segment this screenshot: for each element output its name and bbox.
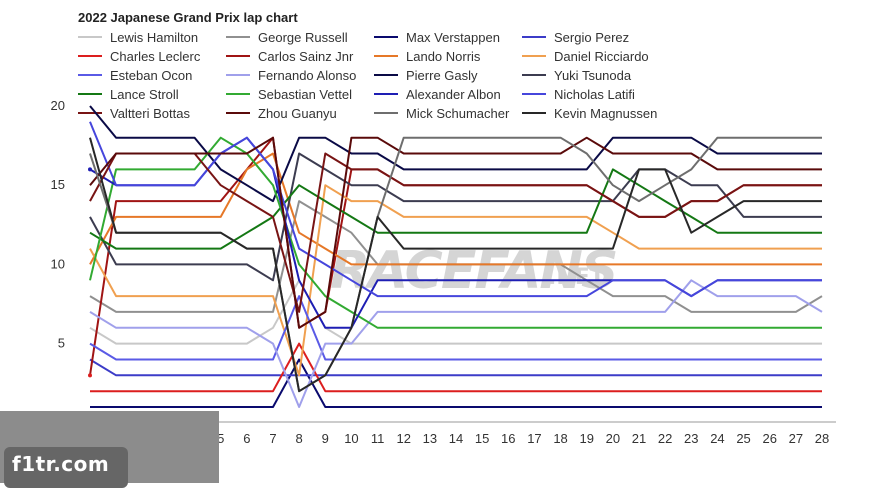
y-tick-label: 15 (51, 177, 65, 192)
y-tick-label: 10 (51, 256, 65, 271)
legend-label: Nicholas Latifi (554, 87, 635, 102)
y-tick-label: 20 (51, 98, 65, 113)
x-tick-label: 17 (527, 431, 541, 446)
legend-label: Max Verstappen (406, 30, 500, 45)
series-line-sergio-perez (89, 358, 822, 377)
legend-item: Lewis Hamilton (78, 30, 198, 45)
series-line-fernando-alonso (89, 279, 823, 408)
legend-item: Valtteri Bottas (78, 106, 190, 121)
legend-label: Kevin Magnussen (554, 106, 657, 121)
legend-item: Alexander Albon (374, 87, 501, 102)
x-tick-label: 6 (243, 431, 250, 446)
x-tick-label: 9 (322, 431, 329, 446)
legend-item: Esteban Ocon (78, 68, 192, 83)
legend-label: Lando Norris (406, 49, 481, 64)
x-tick-label: 12 (396, 431, 410, 446)
x-axis-ticks: 5 6 7 8 9 10 11 12 13 14 15 16 17 18 19 20 21 22 23 24 25 26 2… (217, 431, 829, 446)
y-tick-label: 5 (58, 336, 65, 351)
x-tick-label: 14 (449, 431, 463, 446)
legend-item: Sergio Perez (522, 30, 629, 45)
series-line-sebastian-vettel (89, 136, 822, 329)
legend-item: Max Verstappen (374, 30, 500, 45)
series-line-lewis-hamilton (89, 279, 822, 345)
legend-item: Carlos Sainz Jnr (226, 49, 354, 64)
x-tick-label: 18 (553, 431, 567, 446)
series-line-lance-stroll (89, 168, 822, 250)
legend-label: Daniel Ricciardo (554, 49, 649, 64)
x-tick-label: 10 (344, 431, 358, 446)
legend-item: Fernando Alonso (226, 68, 356, 83)
x-tick-label: 23 (684, 431, 698, 446)
legend-item: Mick Schumacher (374, 106, 510, 121)
series-line-lando-norris (89, 152, 822, 266)
legend-item: George Russell (226, 30, 348, 45)
site-badge-text: f1tr.com (12, 452, 110, 476)
legend-item: Daniel Ricciardo (522, 49, 649, 64)
series-line-nicholas-latifi (89, 121, 822, 298)
x-tick-label: 19 (579, 431, 593, 446)
site-badge (0, 411, 219, 488)
x-tick-label: 13 (423, 431, 437, 446)
chart-legend: Lewis Hamilton George Russell Max Verstapp… (78, 30, 657, 121)
x-tick-label: 25 (736, 431, 750, 446)
series-line-daniel-ricciardo (89, 184, 822, 377)
x-tick-label: 8 (296, 431, 303, 446)
legend-label: Pierre Gasly (406, 68, 478, 83)
chart-title: 2022 Japanese Grand Prix lap chart (78, 10, 298, 25)
start-marker-alexander-albon (88, 167, 92, 172)
x-tick-label: 27 (789, 431, 803, 446)
x-tick-label: 26 (762, 431, 776, 446)
legend-label: Sergio Perez (554, 30, 629, 45)
legend-label: Esteban Ocon (110, 68, 192, 83)
series-line-valtteri-bottas (89, 152, 822, 313)
series-line-max-verstappen (90, 358, 822, 408)
x-tick-label: 20 (606, 431, 620, 446)
legend-label: Yuki Tsunoda (554, 68, 632, 83)
x-tick-label: 24 (710, 431, 724, 446)
legend-item: Nicholas Latifi (522, 87, 635, 102)
legend-item: Pierre Gasly (374, 68, 478, 83)
legend-label: Carlos Sainz Jnr (258, 49, 354, 64)
series-line-charles-leclerc (90, 342, 822, 393)
legend-label: Alexander Albon (406, 87, 501, 102)
legend-item: Lance Stroll (78, 87, 179, 102)
legend-label: Zhou Guanyu (258, 106, 337, 121)
x-tick-label: 11 (371, 431, 385, 446)
x-tick-label: 22 (658, 431, 672, 446)
x-tick-label: 5 (217, 431, 224, 446)
x-tick-label: 7 (269, 431, 276, 446)
legend-label: Valtteri Bottas (110, 106, 190, 121)
legend-label: Sebastian Vettel (258, 87, 352, 102)
start-marker-charles-leclerc (88, 373, 92, 378)
legend-label: Lewis Hamilton (110, 30, 198, 45)
legend-item: Charles Leclerc (78, 49, 201, 64)
legend-item: Sebastian Vettel (226, 87, 352, 102)
y-axis-ticks: 5 10 15 20 (51, 98, 65, 351)
series-line-kevin-magnussen (89, 137, 822, 393)
legend-item: Lando Norris (374, 49, 481, 64)
legend-label: Charles Leclerc (110, 49, 201, 64)
x-tick-label: 28 (815, 431, 829, 446)
series-line-pierre-gasly (89, 105, 822, 203)
legend-label: Mick Schumacher (406, 106, 510, 121)
legend-item: Kevin Magnussen (522, 106, 657, 121)
legend-label: Fernando Alonso (258, 68, 356, 83)
legend-item: Zhou Guanyu (226, 106, 337, 121)
racefans-watermark: RACEFANS .NET (330, 241, 618, 301)
plot-area (64, 105, 836, 423)
legend-label: George Russell (258, 30, 348, 45)
legend-item: Yuki Tsunoda (522, 68, 632, 83)
legend-label: Lance Stroll (110, 87, 179, 102)
x-tick-label: 21 (632, 431, 646, 446)
x-tick-label: 16 (501, 431, 515, 446)
series-line-yuki-tsunoda (89, 152, 822, 282)
series-line-esteban-ocon (89, 295, 822, 361)
site-badge-pill (4, 447, 128, 488)
x-tick-label: 15 (475, 431, 489, 446)
